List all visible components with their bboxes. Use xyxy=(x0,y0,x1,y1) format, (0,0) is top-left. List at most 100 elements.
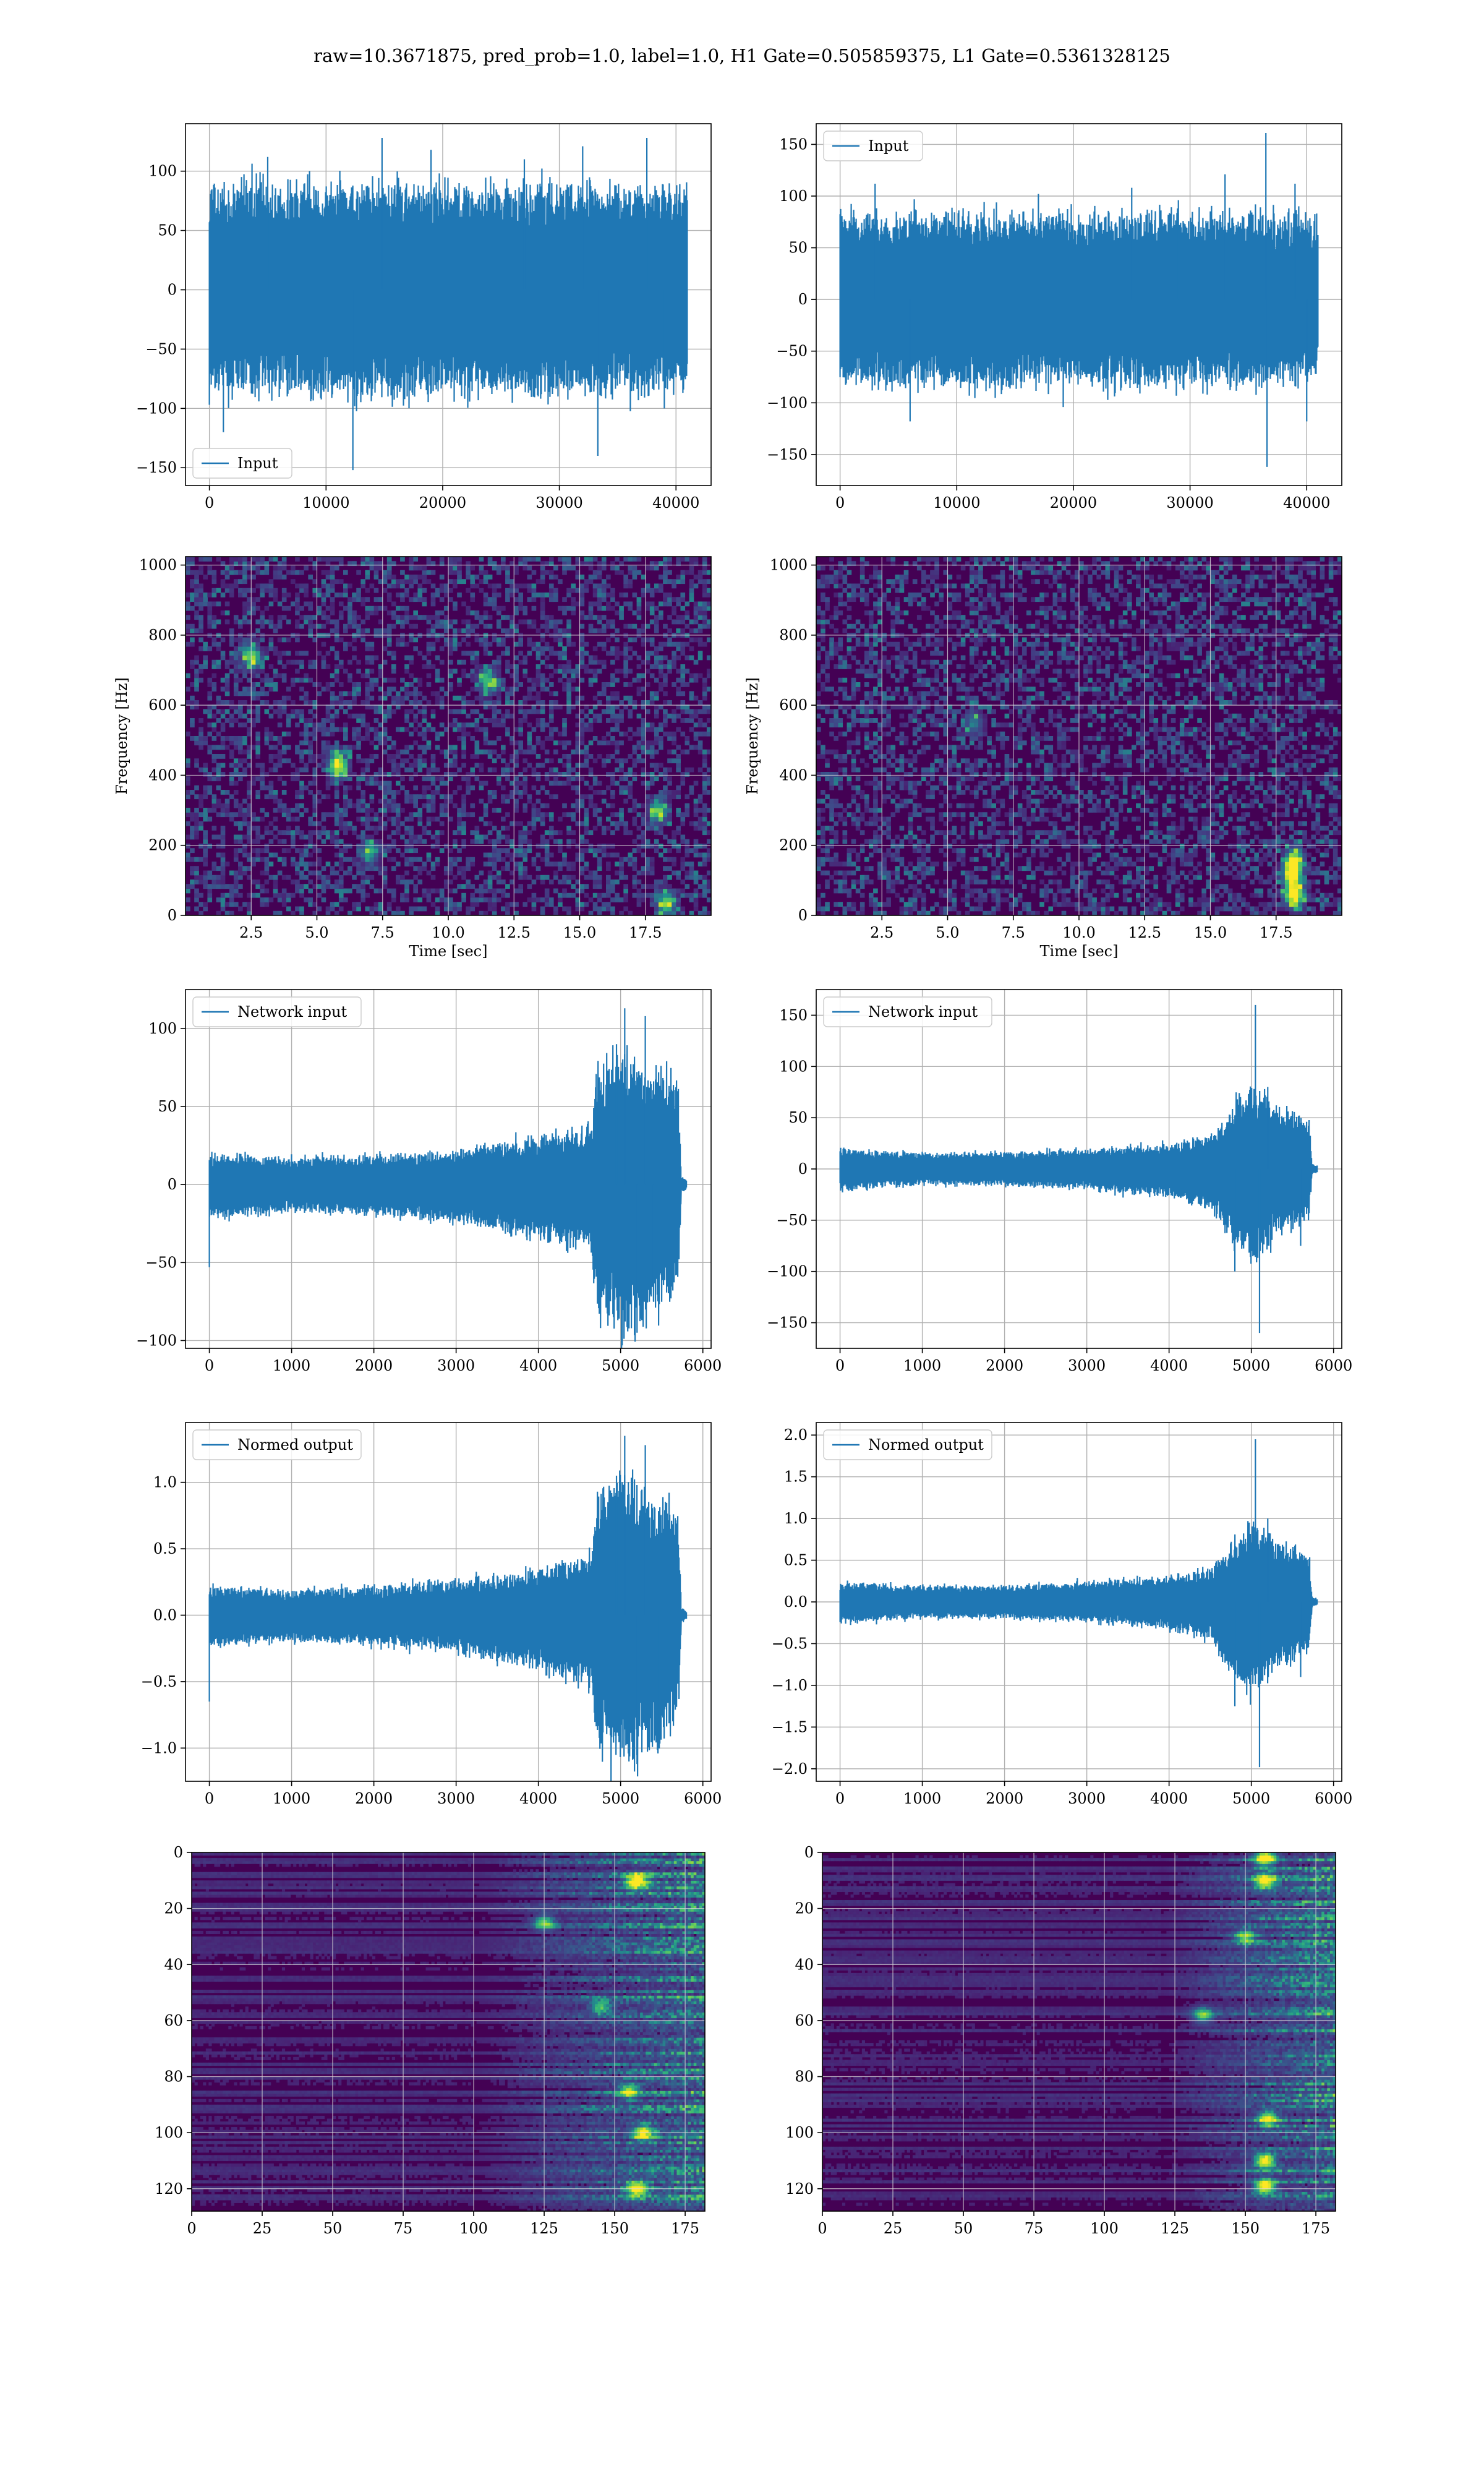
x-tick-label: 1000 xyxy=(273,1357,310,1374)
x-tick-label: 17.5 xyxy=(1260,924,1292,941)
x-tick-label: 6000 xyxy=(1315,1790,1352,1807)
x-tick-label: 0 xyxy=(817,2220,827,2237)
x-tick-label: 1000 xyxy=(903,1790,941,1807)
y-tick-label: −50 xyxy=(145,340,177,357)
axis-ticks: 0 1000 2000 3000 4000 5000 6000 −150 −100 −50 0 50 1… xyxy=(767,1006,1352,1374)
y-tick-label: 0.0 xyxy=(153,1606,177,1624)
y-tick-label: −150 xyxy=(767,1314,808,1332)
x-tick-label: 5000 xyxy=(1232,1357,1270,1374)
x-axis-label: Time [sec] xyxy=(409,943,488,960)
plot-content xyxy=(186,557,711,915)
grid xyxy=(186,557,711,915)
x-tick-label: 17.5 xyxy=(629,924,662,941)
grid xyxy=(816,557,1342,915)
y-tick-label: 120 xyxy=(155,2180,183,2198)
x-tick-label: 6000 xyxy=(684,1357,722,1374)
y-tick-label: 600 xyxy=(148,696,177,714)
axis-ticks: 0 25 50 75 100 125 150 175 0 20 40 60 80 100 120 xyxy=(155,1844,699,2237)
x-tick-label: 50 xyxy=(323,2220,343,2237)
legend-box xyxy=(192,448,292,479)
y-tick-label: 0 xyxy=(798,291,808,308)
axis-ticks: 2.5 5.0 7.5 10.0 12.5 15.0 17.5 0 200 400 600 800 10… xyxy=(770,557,1293,941)
y-tick-label: 2.0 xyxy=(784,1426,808,1444)
panel-normed-output-l1: 0 1000 2000 3000 4000 5000 6000 −2.0 −1.5 −1.0 −0.… xyxy=(772,1422,1353,1807)
x-tick-label: 40000 xyxy=(1283,494,1330,511)
y-tick-label: −0.5 xyxy=(141,1673,177,1690)
axis-ticks: 0 1000 2000 3000 4000 5000 6000 −2.0 −1.5 −1.0 −0.… xyxy=(772,1426,1353,1807)
y-tick-label: 20 xyxy=(164,1900,183,1917)
x-tick-label: 0 xyxy=(205,494,214,511)
legend-label: Normed output xyxy=(868,1436,984,1453)
y-tick-label: 100 xyxy=(779,187,808,205)
heatmap-cells xyxy=(186,557,711,915)
y-tick-label: −0.5 xyxy=(772,1635,808,1652)
x-tick-label: 175 xyxy=(671,2220,699,2237)
panel-features-h1: 0 25 50 75 100 125 150 175 0 20 40 60 80 100 120 xyxy=(155,1844,706,2237)
axis-ticks: 2.5 5.0 7.5 10.0 12.5 15.0 17.5 0 200 400 600 800 10… xyxy=(139,557,662,941)
legend-label: Input xyxy=(237,455,278,472)
x-tick-label: 0 xyxy=(205,1357,214,1374)
legend: Normed output xyxy=(823,1429,992,1460)
y-tick-label: −100 xyxy=(767,1263,808,1280)
legend-label: Network input xyxy=(237,1003,347,1021)
x-tick-label: 4000 xyxy=(519,1790,557,1807)
series-line xyxy=(839,1521,1318,1705)
plot-content xyxy=(822,1852,1336,2211)
x-tick-label: 125 xyxy=(1161,2220,1189,2237)
x-tick-label: 100 xyxy=(459,2220,488,2237)
plot-content xyxy=(816,1423,1342,1781)
y-axis-label: Frequency [Hz] xyxy=(113,677,130,795)
y-tick-label: 60 xyxy=(795,2012,814,2029)
heatmap-cells xyxy=(192,1852,705,2211)
x-tick-label: 12.5 xyxy=(498,924,531,941)
y-tick-label: 100 xyxy=(779,1058,808,1075)
x-tick-label: 0 xyxy=(835,1790,845,1807)
axis-ticks: 0 1000 2000 3000 4000 5000 6000 −1.0 −0.5 0.0 0.5 1… xyxy=(141,1474,722,1807)
x-tick-label: 4000 xyxy=(1150,1357,1188,1374)
x-tick-label: 0 xyxy=(835,494,845,511)
plot-content xyxy=(192,1852,705,2211)
x-tick-label: 25 xyxy=(884,2220,903,2237)
y-tick-label: 40 xyxy=(795,1956,814,1973)
x-tick-label: 150 xyxy=(1231,2220,1260,2237)
x-tick-label: 2000 xyxy=(355,1790,393,1807)
panel-normed-output-h1: 0 1000 2000 3000 4000 5000 6000 −1.0 −0.5 0.0 0.5 1… xyxy=(141,1422,722,1807)
axis-ticks: 0 10000 20000 30000 40000 −150 −100 −50 0 50 100 xyxy=(136,163,699,511)
y-tick-label: 20 xyxy=(795,1900,814,1917)
y-tick-label: 0 xyxy=(174,1844,183,1861)
y-tick-label: 600 xyxy=(779,696,808,714)
y-tick-label: −150 xyxy=(767,446,808,463)
x-tick-label: 7.5 xyxy=(371,924,394,941)
x-tick-label: 100 xyxy=(1090,2220,1119,2237)
x-tick-label: 5000 xyxy=(602,1357,639,1374)
y-tick-label: 0 xyxy=(804,1844,814,1861)
heatmap-cells xyxy=(816,557,1342,915)
y-tick-label: 1000 xyxy=(139,557,177,574)
y-tick-label: 0.5 xyxy=(784,1552,808,1569)
x-tick-label: 2000 xyxy=(355,1357,393,1374)
y-tick-label: −50 xyxy=(776,343,808,360)
x-tick-label: 5000 xyxy=(602,1790,639,1807)
y-tick-label: 0 xyxy=(168,907,177,924)
x-tick-label: 2.5 xyxy=(870,924,893,941)
series-line xyxy=(839,199,1319,408)
y-tick-label: 80 xyxy=(164,2068,183,2086)
x-tick-label: 1000 xyxy=(903,1357,941,1374)
legend-label: Normed output xyxy=(237,1436,353,1453)
y-tick-label: 0 xyxy=(168,1176,177,1193)
panel-network-input-l1: 0 1000 2000 3000 4000 5000 6000 −150 −100 −50 0 50 1… xyxy=(767,989,1352,1374)
y-tick-label: 0 xyxy=(168,281,177,299)
x-tick-label: 40000 xyxy=(652,494,699,511)
y-tick-label: −1.0 xyxy=(141,1739,177,1757)
grid xyxy=(192,1852,705,2211)
x-tick-label: 10000 xyxy=(933,494,980,511)
y-tick-label: 0.0 xyxy=(784,1593,808,1611)
plot-content xyxy=(186,1423,711,1781)
legend-box xyxy=(823,131,923,161)
y-tick-label: 150 xyxy=(779,135,808,153)
y-tick-label: 100 xyxy=(148,1020,177,1037)
legend: Network input xyxy=(192,996,362,1027)
legend-label: Input xyxy=(868,137,909,155)
axis-ticks: 0 25 50 75 100 125 150 175 0 20 40 60 80 100 120 xyxy=(785,1844,1330,2237)
